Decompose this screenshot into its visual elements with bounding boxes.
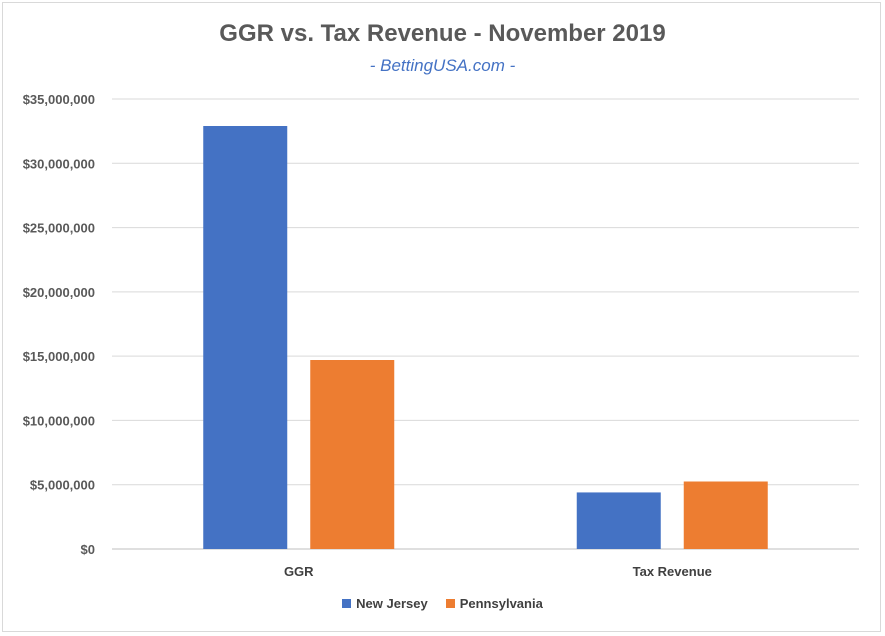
- y-tick-label: $0: [81, 542, 95, 557]
- legend-label-new-jersey: New Jersey: [356, 596, 428, 611]
- y-tick-label: $10,000,000: [23, 413, 95, 428]
- bar-new-jersey-tax-revenue: [576, 492, 661, 549]
- legend: New Jersey Pennsylvania: [0, 596, 885, 611]
- legend-label-pennsylvania: Pennsylvania: [459, 596, 543, 611]
- y-tick-label: $20,000,000: [23, 285, 95, 300]
- bar-pennsylvania-tax-revenue: [683, 481, 768, 549]
- legend-swatch-pennsylvania: [445, 599, 455, 608]
- bar-new-jersey-ggr: [203, 126, 288, 549]
- chart-title: GGR vs. Tax Revenue - November 2019: [219, 20, 666, 47]
- legend-item-new-jersey: New Jersey: [342, 596, 428, 611]
- legend-swatch-new-jersey: [342, 599, 352, 608]
- bar-pennsylvania-ggr: [310, 360, 395, 549]
- y-tick-label: $15,000,000: [23, 349, 95, 364]
- y-tick-label: $35,000,000: [23, 92, 95, 107]
- y-tick-label: $5,000,000: [30, 478, 95, 493]
- y-tick-label: $25,000,000: [23, 221, 95, 236]
- chart-subtitle: - BettingUSA.com -: [369, 56, 516, 75]
- x-tick-label: Tax Revenue: [633, 564, 712, 579]
- legend-item-pennsylvania: Pennsylvania: [445, 596, 543, 611]
- x-tick-label: GGR: [284, 564, 314, 579]
- y-tick-label: $30,000,000: [23, 156, 95, 171]
